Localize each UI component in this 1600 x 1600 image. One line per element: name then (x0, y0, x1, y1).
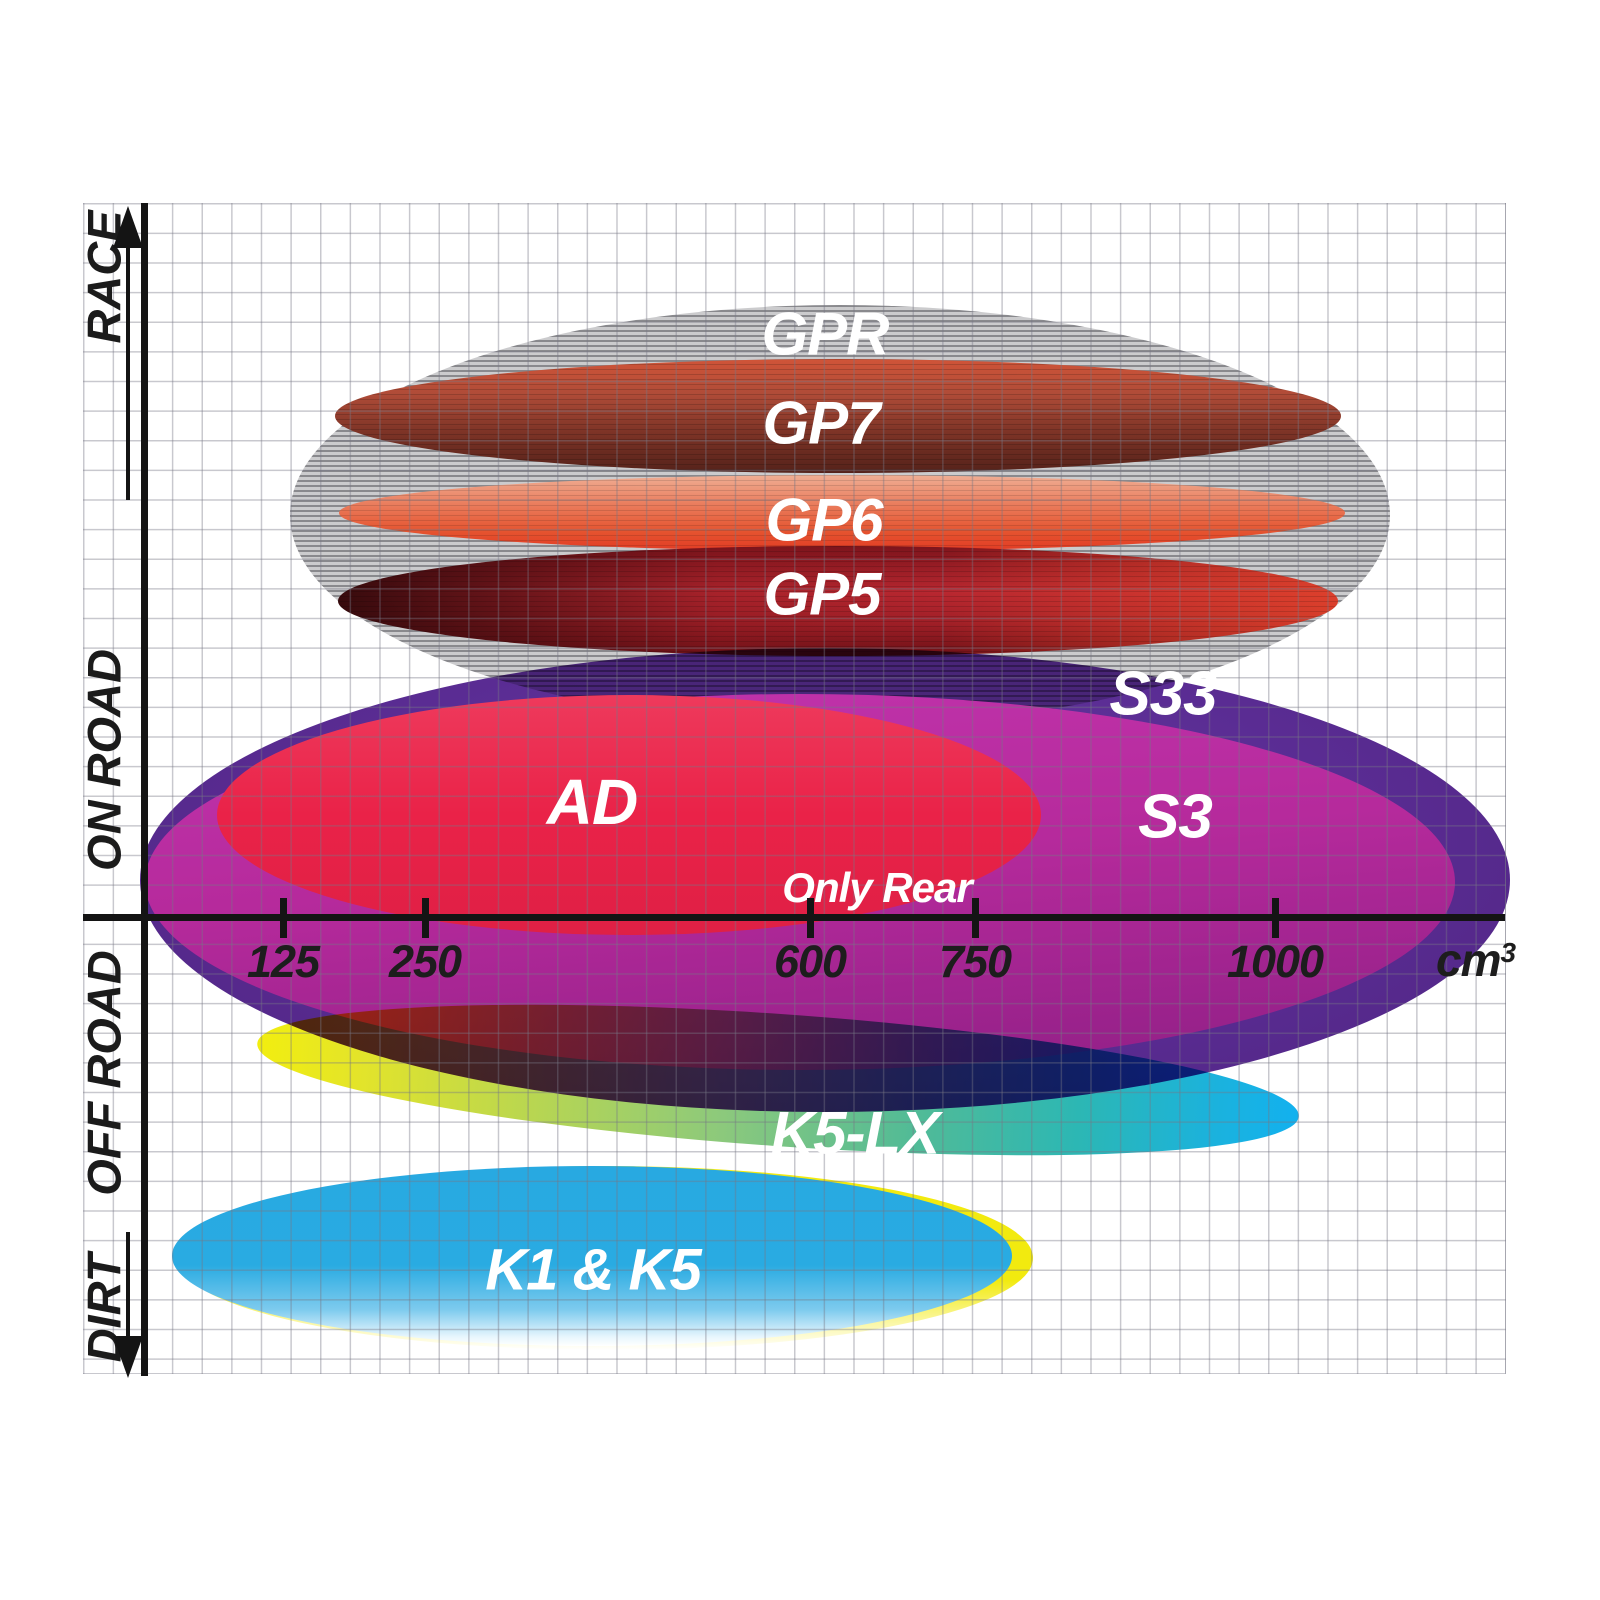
x-tick-600 (807, 897, 814, 938)
y-band-label-on-road: ON ROAD (77, 649, 131, 871)
ellipse-ad (217, 695, 1041, 935)
label-k5lx: K5-LX (770, 1099, 940, 1167)
x-axis-unit-label: cm3 (1436, 933, 1516, 987)
ellipse-gp7 (335, 359, 1341, 473)
arrow-up-line (126, 236, 130, 500)
x-tick-125 (280, 897, 287, 938)
x-axis-line (83, 914, 1505, 921)
x-tick-label-750: 750 (938, 936, 1012, 987)
label-s3: S3 (1138, 782, 1213, 852)
label-s33: S33 (1109, 659, 1217, 729)
label-k1k5: K1 & K5 (485, 1237, 701, 1303)
ellipse-k1k5 (172, 1166, 1012, 1346)
x-tick-label-1000: 1000 (1226, 936, 1324, 987)
label-gp6: GP6 (765, 486, 883, 554)
y-axis-line (141, 203, 148, 1376)
label-gp7: GP7 (762, 389, 880, 457)
label-gpr: GPR (761, 300, 889, 368)
label-ad: AD (546, 766, 638, 838)
ellipse-gp6 (339, 475, 1345, 551)
y-band-label-off-road: OFF ROAD (77, 950, 131, 1196)
sublabel-ad: Only Rear (782, 864, 972, 911)
ellipse-gp5 (338, 546, 1338, 656)
label-gp5: GP5 (763, 560, 881, 628)
x-tick-label-600: 600 (773, 936, 847, 987)
arrow-down-line (126, 1232, 130, 1348)
x-tick-label-125: 125 (246, 936, 320, 987)
x-tick-1000 (1272, 897, 1279, 938)
x-tick-label-250: 250 (388, 936, 462, 987)
x-tick-250 (422, 897, 429, 938)
x-axis-unit-superscript: 3 (1500, 937, 1516, 968)
x-axis-unit-base: cm (1436, 934, 1501, 986)
x-tick-750 (972, 897, 979, 938)
